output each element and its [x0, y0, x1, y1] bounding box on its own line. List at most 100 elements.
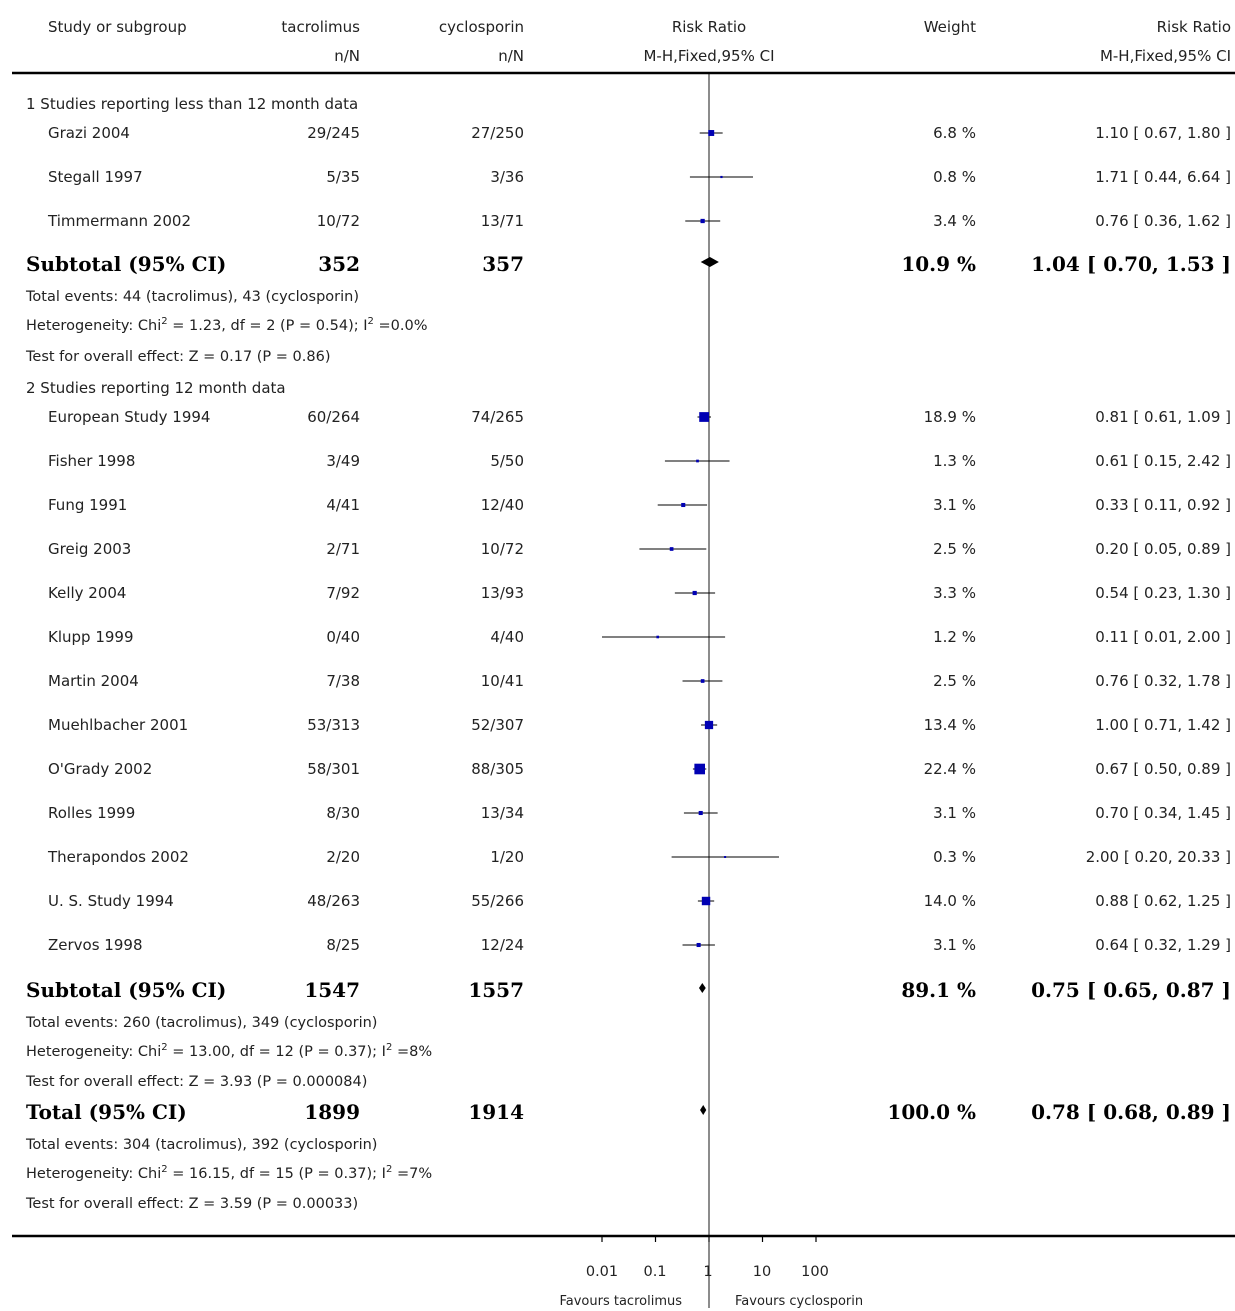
study-cyclosporin: 10/41 [480, 672, 524, 690]
summary-diamond [700, 257, 719, 267]
study-cyclosporin: 52/307 [471, 716, 524, 734]
study-name: Grazi 2004 [48, 124, 130, 142]
header-risk-ratio: Risk Ratio [1156, 18, 1231, 36]
heterogeneity: Heterogeneity: Chi2 = 13.00, df = 12 (P … [26, 1042, 433, 1060]
favours-left-label: Favours tacrolimus [559, 1294, 682, 1309]
study-name: Muehlbacher 2001 [48, 716, 189, 734]
header-cyclosporin: cyclosporin [438, 18, 524, 36]
subtotal-ci: 1.04 [ 0.70, 1.53 ] [1031, 252, 1231, 276]
study-name: O'Grady 2002 [48, 760, 153, 778]
study-name: Martin 2004 [48, 672, 139, 690]
subtotal-cyclosporin: 1557 [468, 978, 524, 1002]
study-cyclosporin: 55/266 [471, 892, 524, 910]
total-events: Total events: 304 (tacrolimus), 392 (cyc… [26, 1137, 378, 1153]
study-tacrolimus: 3/49 [326, 452, 360, 470]
study-cyclosporin: 12/24 [480, 936, 524, 954]
study-ci: 2.00 [ 0.20, 20.33 ] [1085, 848, 1231, 866]
study-marker [700, 679, 705, 683]
header-weight: Weight [923, 18, 976, 36]
header-tacrolimus-nN: n/N [334, 47, 360, 65]
study-marker [696, 459, 699, 463]
study-weight: 1.3 % [933, 452, 976, 470]
study-weight: 18.9 % [923, 408, 976, 426]
study-cyclosporin: 3/36 [490, 168, 524, 186]
study-ci: 1.10 [ 0.67, 1.80 ] [1095, 124, 1231, 142]
study-ci: 0.88 [ 0.62, 1.25 ] [1095, 892, 1231, 910]
study-cyclosporin: 13/34 [480, 804, 524, 822]
study-marker [681, 502, 686, 508]
overall-effect-test: Test for overall effect: Z = 3.93 (P = 0… [26, 1074, 368, 1090]
axis-tick-label: 0.01 [585, 1264, 619, 1280]
study-marker [704, 720, 714, 730]
study-tacrolimus: 10/72 [316, 212, 360, 230]
study-ci: 0.64 [ 0.32, 1.29 ] [1095, 936, 1231, 954]
subtotal-label: Subtotal (95% CI) [26, 252, 227, 276]
study-tacrolimus: 58/301 [307, 760, 360, 778]
header-study: Study or subgroup [48, 18, 187, 36]
study-name: Klupp 1999 [48, 628, 134, 646]
header-risk-ratio-method: M-H,Fixed,95% CI [1099, 47, 1231, 65]
group-title: 2 Studies reporting 12 month data [26, 379, 286, 397]
group-title: 1 Studies reporting less than 12 month d… [26, 95, 359, 113]
study-ci: 0.67 [ 0.50, 0.89 ] [1095, 760, 1231, 778]
study-ci: 0.54 [ 0.23, 1.30 ] [1095, 584, 1231, 602]
study-weight: 1.2 % [933, 628, 976, 646]
total-tacrolimus: 1899 [304, 1100, 360, 1124]
study-marker [698, 810, 703, 816]
study-ci: 1.00 [ 0.71, 1.42 ] [1095, 716, 1231, 734]
study-name: Timmermann 2002 [48, 212, 191, 230]
study-name: Zervos 1998 [48, 936, 143, 954]
axis-tick-label: 10 [752, 1264, 772, 1280]
study-tacrolimus: 8/30 [326, 804, 360, 822]
study-name: Therapondos 2002 [48, 848, 189, 866]
study-marker [700, 218, 705, 224]
study-name: Fisher 1998 [48, 452, 136, 470]
study-tacrolimus: 60/264 [307, 408, 360, 426]
heterogeneity: Heterogeneity: Chi2 = 16.15, df = 15 (P … [26, 1164, 433, 1182]
axis-tick-label: 100 [801, 1264, 829, 1280]
study-marker [696, 942, 701, 948]
overall-effect-test: Test for overall effect: Z = 0.17 (P = 0… [26, 349, 331, 365]
favours-right-label: Favours cyclosporin [735, 1294, 864, 1309]
study-tacrolimus: 5/35 [326, 168, 360, 186]
study-cyclosporin: 5/50 [490, 452, 524, 470]
study-cyclosporin: 1/20 [490, 848, 524, 866]
study-weight: 3.1 % [933, 496, 976, 514]
study-weight: 3.1 % [933, 936, 976, 954]
study-cyclosporin: 74/265 [471, 408, 524, 426]
study-cyclosporin: 12/40 [480, 496, 524, 514]
study-cyclosporin: 27/250 [471, 124, 524, 142]
total-label: Total (95% CI) [26, 1100, 187, 1124]
study-marker [692, 590, 697, 596]
study-ci: 0.81 [ 0.61, 1.09 ] [1095, 408, 1231, 426]
study-tacrolimus: 0/40 [326, 628, 360, 646]
study-tacrolimus: 2/20 [326, 848, 360, 866]
study-ci: 0.33 [ 0.11, 0.92 ] [1095, 496, 1231, 514]
study-weight: 2.5 % [933, 540, 976, 558]
subtotal-tacrolimus: 352 [318, 252, 360, 276]
study-weight: 22.4 % [923, 760, 976, 778]
header-tacrolimus: tacrolimus [281, 18, 360, 36]
subtotal-tacrolimus: 1547 [304, 978, 360, 1002]
study-cyclosporin: 13/93 [480, 584, 524, 602]
header-cyclosporin-nN: n/N [498, 47, 524, 65]
total-events: Total events: 44 (tacrolimus), 43 (cyclo… [26, 289, 360, 305]
study-tacrolimus: 4/41 [326, 496, 360, 514]
subtotal-ci: 0.75 [ 0.65, 0.87 ] [1031, 978, 1231, 1002]
study-weight: 3.3 % [933, 584, 976, 602]
study-tacrolimus: 7/38 [326, 672, 360, 690]
study-name: Fung 1991 [48, 496, 128, 514]
study-name: Greig 2003 [48, 540, 132, 558]
study-marker [699, 412, 709, 422]
overall-effect-test: Test for overall effect: Z = 3.59 (P = 0… [26, 1196, 359, 1212]
summary-diamond [700, 1105, 707, 1115]
study-weight: 0.3 % [933, 848, 976, 866]
study-tacrolimus: 8/25 [326, 936, 360, 954]
study-ci: 0.70 [ 0.34, 1.45 ] [1095, 804, 1231, 822]
study-ci: 0.61 [ 0.15, 2.42 ] [1095, 452, 1231, 470]
header-risk-ratio-plot-method: M-H,Fixed,95% CI [643, 47, 775, 65]
subtotal-weight: 10.9 % [901, 252, 976, 276]
study-marker [669, 547, 674, 551]
study-ci: 1.71 [ 0.44, 6.64 ] [1095, 168, 1231, 186]
